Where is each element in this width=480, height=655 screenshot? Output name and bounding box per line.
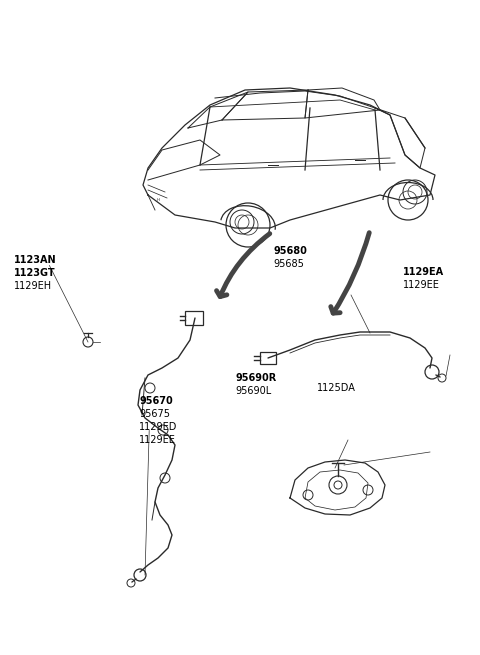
Text: 1123AN: 1123AN: [14, 255, 57, 265]
Text: 95680: 95680: [274, 246, 308, 255]
Text: 95690R: 95690R: [235, 373, 276, 383]
Text: 95690L: 95690L: [235, 386, 272, 396]
Text: 1129ED: 1129ED: [139, 422, 178, 432]
Bar: [260, 352, 276, 364]
Bar: [185, 311, 203, 325]
Text: 1125DA: 1125DA: [317, 383, 356, 393]
Text: 1129EE: 1129EE: [139, 436, 176, 445]
Text: H: H: [156, 198, 159, 202]
Text: 1129EH: 1129EH: [14, 282, 52, 291]
Text: 95685: 95685: [274, 259, 304, 269]
Text: 95670: 95670: [139, 396, 173, 406]
Text: 1123GT: 1123GT: [14, 269, 56, 278]
Text: 1129EE: 1129EE: [403, 280, 440, 290]
Text: 1129EA: 1129EA: [403, 267, 444, 277]
Text: 95675: 95675: [139, 409, 170, 419]
